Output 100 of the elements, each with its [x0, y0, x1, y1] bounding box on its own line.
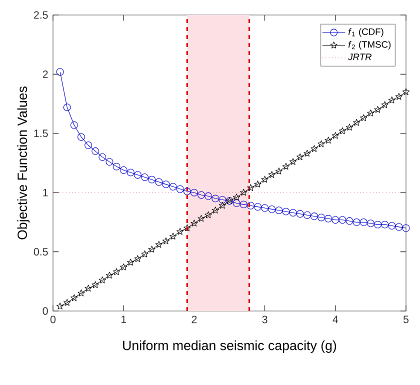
point — [106, 272, 114, 279]
legend-label: JRTR — [348, 54, 372, 60]
point — [84, 142, 92, 149]
point — [106, 158, 114, 166]
point — [289, 158, 297, 165]
point — [169, 182, 177, 190]
point — [247, 184, 254, 191]
point — [190, 220, 198, 226]
point — [261, 176, 268, 183]
point — [289, 208, 297, 216]
point — [134, 171, 142, 179]
y-tick-label: 0.5 — [34, 248, 48, 256]
point — [56, 68, 64, 76]
point — [268, 171, 276, 178]
point — [296, 153, 304, 160]
point — [78, 290, 85, 296]
legend-label: f$_{2}$ (TMSC) — [348, 40, 391, 50]
point — [212, 206, 219, 214]
point — [310, 212, 318, 220]
x-tick-label: 3 — [262, 316, 268, 324]
y-axis-title: Objective Function Values — [17, 86, 30, 240]
x-tick-label: 1 — [121, 316, 126, 324]
point — [388, 96, 396, 104]
point — [332, 216, 340, 224]
legend-label: f$_{1}$ (CDF) — [348, 28, 384, 37]
point — [78, 133, 85, 141]
point — [296, 210, 304, 218]
point — [134, 255, 142, 262]
point — [84, 284, 92, 292]
y-tick-label: 1 — [43, 188, 48, 196]
point — [282, 162, 290, 170]
point — [64, 298, 71, 306]
point — [352, 218, 360, 226]
y-tick-label: 2 — [42, 70, 48, 78]
point — [141, 173, 149, 181]
point — [402, 88, 410, 96]
point — [92, 147, 100, 155]
point — [275, 168, 282, 174]
point — [183, 188, 191, 196]
point — [70, 121, 78, 129]
point — [190, 188, 198, 196]
point — [155, 178, 163, 186]
point — [120, 263, 128, 270]
point — [310, 145, 318, 152]
point — [162, 180, 170, 188]
point — [176, 185, 184, 193]
point — [198, 214, 205, 222]
point — [282, 208, 290, 216]
point — [98, 276, 106, 284]
point — [232, 200, 240, 207]
point — [374, 220, 382, 228]
point — [127, 258, 134, 266]
point — [268, 205, 276, 213]
point — [254, 203, 262, 211]
y-tick-label: 2.5 — [34, 11, 48, 19]
point — [360, 114, 368, 122]
point — [346, 124, 354, 131]
point — [120, 166, 128, 174]
point — [204, 192, 212, 200]
point — [212, 194, 220, 202]
point — [240, 188, 248, 196]
point — [395, 223, 403, 231]
point — [338, 127, 346, 134]
point — [176, 228, 184, 235]
point — [204, 211, 212, 218]
point — [92, 281, 99, 288]
point — [353, 119, 360, 126]
point — [381, 101, 388, 108]
point — [346, 217, 354, 225]
point — [240, 200, 248, 208]
point — [261, 204, 269, 212]
point — [388, 222, 396, 230]
point — [381, 220, 389, 228]
point — [162, 237, 170, 244]
point — [275, 206, 283, 214]
point — [56, 302, 64, 310]
y-tick-label: 1.5 — [34, 130, 48, 138]
point — [198, 191, 205, 199]
point — [318, 140, 325, 148]
point — [338, 216, 346, 224]
point — [318, 214, 326, 222]
point — [63, 104, 71, 112]
y-tick-label: 0 — [42, 307, 48, 315]
x-tick-label: 0 — [50, 316, 56, 324]
point — [304, 150, 311, 157]
point — [246, 202, 254, 210]
point — [332, 132, 339, 139]
point — [112, 268, 120, 275]
x-tick-label: 5 — [403, 316, 409, 324]
point — [254, 180, 262, 188]
point — [169, 232, 177, 240]
point — [395, 92, 403, 100]
point — [324, 136, 332, 144]
point — [232, 194, 240, 200]
point — [367, 110, 374, 116]
point — [184, 224, 191, 232]
point — [218, 196, 226, 204]
point — [148, 246, 156, 253]
point — [98, 153, 106, 161]
point — [218, 202, 226, 209]
